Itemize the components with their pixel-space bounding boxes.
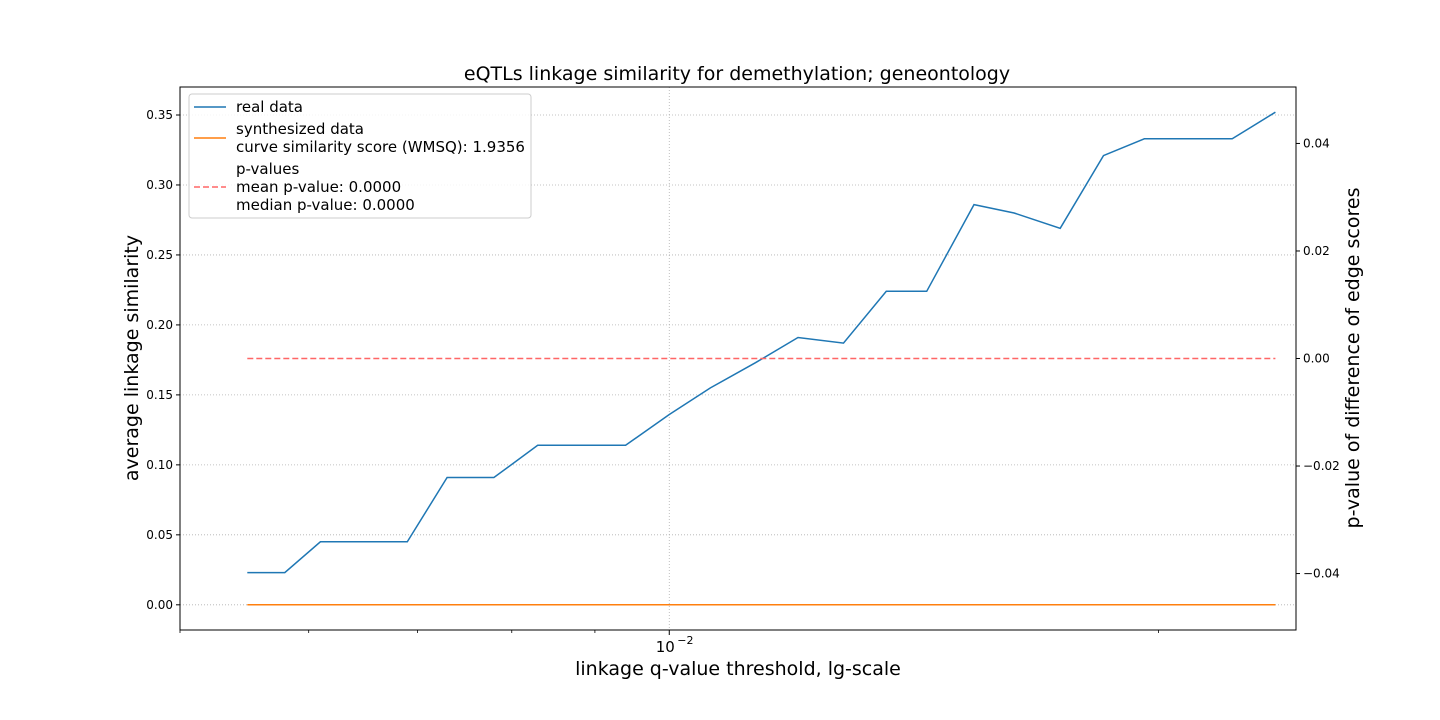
x-tick-exponent: −2 xyxy=(677,634,693,647)
x-axis-label: linkage q-value threshold, lg-scale xyxy=(575,658,901,680)
y-tick-label: 0.05 xyxy=(146,528,173,542)
x-tick-label: 10 xyxy=(656,638,675,656)
legend-label: synthesized data xyxy=(236,120,364,138)
y-tick-label: 0.30 xyxy=(146,178,173,192)
x-axis: 10 −2 xyxy=(179,630,1159,656)
y-tick-label: 0.00 xyxy=(146,598,173,612)
chart-title: eQTLs linkage similarity for demethylati… xyxy=(464,63,1010,85)
legend-label: mean p-value: 0.0000 xyxy=(236,178,401,196)
y-tick-label: 0.15 xyxy=(146,388,173,402)
left-axis: 0.00 0.05 0.10 0.15 0.20 0.25 0.30 0.35 xyxy=(146,108,180,612)
y2-tick-label: 0.02 xyxy=(1303,244,1330,258)
y-axis-label: average linkage similarity xyxy=(121,235,143,481)
y-tick-label: 0.20 xyxy=(146,318,173,332)
series-layer xyxy=(247,111,1276,606)
y2-axis-label: p-value of difference of edge scores xyxy=(1342,188,1364,529)
y-tick-label: 0.25 xyxy=(146,248,173,262)
y-tick-label: 0.10 xyxy=(146,458,173,472)
right-axis: −0.04 −0.02 0.00 0.02 0.04 xyxy=(1296,136,1340,581)
y-tick-label: 0.35 xyxy=(146,108,173,122)
y2-tick-label: 0.04 xyxy=(1303,136,1330,150)
legend-label: real data xyxy=(236,98,303,116)
series-line-real-data xyxy=(247,111,1276,574)
legend-label: median p-value: 0.0000 xyxy=(236,196,415,214)
legend-box xyxy=(188,93,532,219)
legend-label: curve similarity score (WMSQ): 1.9356 xyxy=(236,138,525,156)
legend-label: p-values xyxy=(236,160,300,178)
y2-tick-label: −0.04 xyxy=(1303,567,1340,581)
y2-tick-label: 0.00 xyxy=(1303,352,1330,366)
y2-tick-label: −0.02 xyxy=(1303,459,1340,473)
